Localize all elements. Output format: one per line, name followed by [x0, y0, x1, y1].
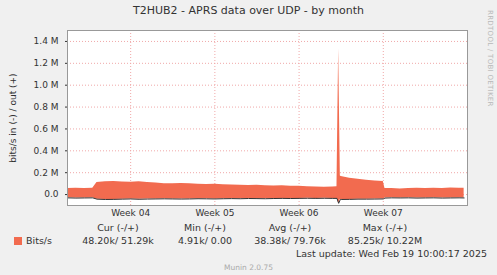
- html-text:4.91k/ 0.00: 4.91k/ 0.00: [178, 235, 232, 246]
- html-text:Munin 2.0.75: Munin 2.0.75: [224, 263, 273, 272]
- svg-text:Week 06: Week 06: [280, 208, 319, 218]
- svg-text:Week 07: Week 07: [364, 208, 403, 218]
- html-text:38.38k/ 79.76k: 38.38k/ 79.76k: [254, 235, 326, 246]
- html-text:Last update: Wed Feb 19 10:00:: Last update: Wed Feb 19 10:00:17 2025: [296, 248, 487, 259]
- svg-text:0.4 M: 0.4 M: [34, 146, 59, 156]
- html-text:Bits/s: Bits/s: [26, 235, 52, 246]
- svg-text:1.0 M: 1.0 M: [34, 80, 59, 90]
- html-text:RRDTOOL / TOBI OETIKER: RRDTOOL / TOBI OETIKER: [486, 10, 494, 107]
- html-text:Min (-/+): Min (-/+): [184, 222, 226, 233]
- svg-text:1.4 M: 1.4 M: [34, 36, 59, 46]
- svg-text:Week 04: Week 04: [111, 208, 150, 218]
- svg-text:bits/s in (-) / out (+): bits/s in (-) / out (+): [8, 73, 18, 162]
- svg-text:0.2 M: 0.2 M: [34, 168, 59, 178]
- html-text:48.20k/ 51.29k: 48.20k/ 51.29k: [82, 235, 154, 246]
- html-text:T2HUB2 - APRS data over UDP -: T2HUB2 - APRS data over UDP - by month: [133, 4, 364, 17]
- svg-text:0.0: 0.0: [44, 189, 59, 199]
- html-text:Avg (-/+): Avg (-/+): [268, 222, 312, 233]
- html-text:85.25k/ 10.22M: 85.25k/ 10.22M: [347, 235, 423, 246]
- html-text:Max (-/+): Max (-/+): [362, 222, 408, 233]
- svg-text:1.2 M: 1.2 M: [34, 58, 59, 68]
- html-text:Cur (-/+): Cur (-/+): [97, 222, 139, 233]
- svg-text:Week 05: Week 05: [195, 208, 234, 218]
- svg-text:0.6 M: 0.6 M: [34, 124, 59, 134]
- svg-text:0.8 M: 0.8 M: [34, 102, 59, 112]
